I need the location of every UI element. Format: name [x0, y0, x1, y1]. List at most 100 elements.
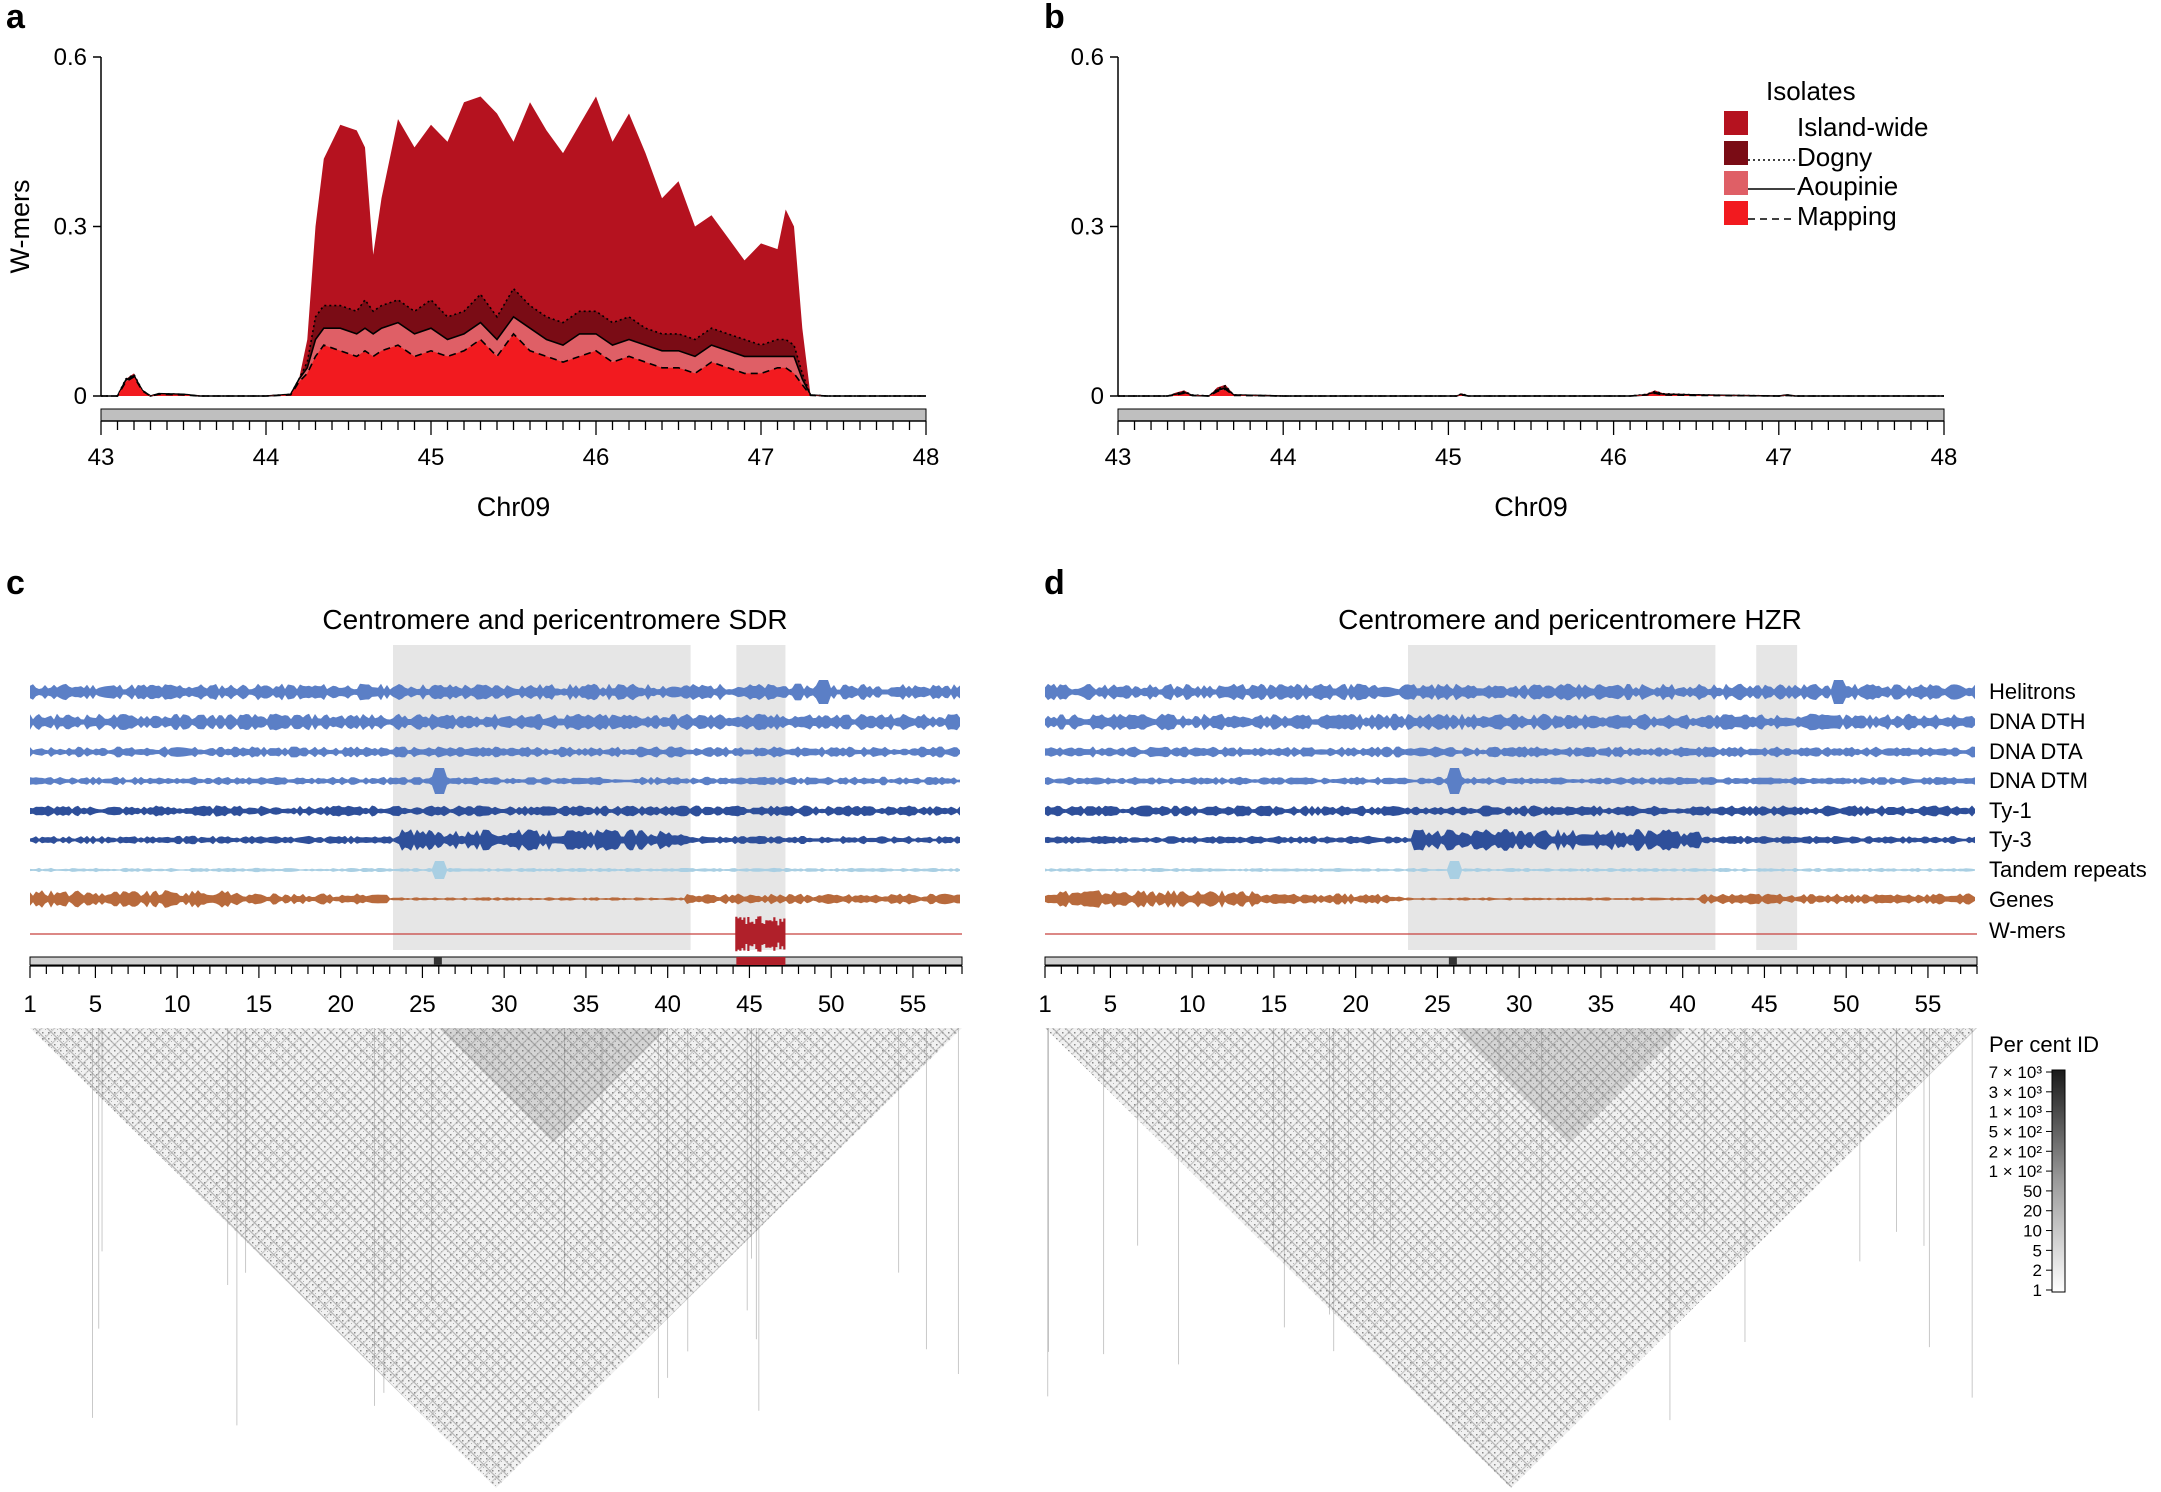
panel-label-c: c — [6, 564, 25, 602]
track-tandem-repeats — [1045, 861, 1975, 879]
track-dna-dta — [1045, 746, 1975, 758]
x-tick-label: 20 — [1342, 991, 1369, 1018]
chromosome-bar — [1044, 956, 1978, 966]
area-mapping — [101, 333, 926, 396]
chart-b: 0 0.3 0.6 43 44 45 46 47 48 Chr09 — [1071, 44, 1958, 522]
line-mapping — [101, 332, 926, 397]
y-axis-label: W-mers — [5, 180, 35, 274]
track-dna-dta — [30, 746, 960, 758]
chromosome-bar — [100, 408, 927, 422]
heatmap-cluster — [1453, 1028, 1683, 1143]
legend-swatch-mapping — [1724, 201, 1748, 225]
line-mapping — [1118, 388, 1944, 397]
panel-c-title: Centromere and pericentromere SDR — [322, 604, 787, 635]
panel-d: Centromere and pericentromere HZR 1 5 10 15… — [1038, 604, 1978, 1488]
x-tick-label: 25 — [409, 991, 436, 1018]
colorbar-tick-label: 2 × 10² — [1989, 1142, 2043, 1161]
legend-label-mapping: Mapping — [1797, 201, 1897, 231]
x-tick-label: 45 — [1751, 991, 1778, 1018]
track-label-dna-dtm: DNA DTM — [1989, 768, 2088, 793]
y-tick-label: 0.3 — [1071, 214, 1104, 241]
x-tick-label: 45 — [1435, 444, 1462, 471]
x-tick-label: 35 — [573, 991, 600, 1018]
legend-label-island-wide: Island-wide — [1797, 112, 1929, 142]
track-dna-dtm — [1045, 768, 1975, 794]
x-tick-label: 48 — [913, 444, 940, 471]
legend-swatch-island-wide — [1724, 111, 1748, 135]
x-tick-label: 50 — [818, 991, 845, 1018]
colorbar-tick-label: 20 — [2023, 1202, 2042, 1221]
x-tick-label: 46 — [583, 444, 610, 471]
y-tick-label: 0.3 — [54, 214, 87, 241]
track-genes — [1045, 890, 1975, 908]
colorbar-tick-label: 5 — [2033, 1241, 2042, 1260]
chart-a: 0 0.3 0.6 W-mers 43 44 45 46 47 48 Chr09 — [5, 44, 939, 522]
x-tick-label: 48 — [1931, 444, 1958, 471]
line-aoupinie — [101, 315, 926, 397]
y-tick-label: 0 — [1091, 383, 1104, 410]
y-tick-label: 0 — [74, 383, 87, 410]
x-tick-label: 1 — [23, 991, 36, 1018]
colorbar-tick-label: 1 — [2033, 1281, 2042, 1300]
x-tick-label: 45 — [736, 991, 763, 1018]
track-label-genes: Genes — [1989, 887, 2054, 912]
x-tick-label: 50 — [1833, 991, 1860, 1018]
legend-title: Isolates — [1766, 76, 1856, 106]
y-tick-label: 0.6 — [1071, 44, 1104, 71]
chromosome-bar — [29, 956, 963, 966]
colorbar-tick-label: 3 × 10³ — [1989, 1083, 2043, 1102]
track-label-ty3: Ty-3 — [1989, 827, 2032, 852]
x-tick-label: 47 — [748, 444, 775, 471]
x-tick-label: 10 — [1179, 991, 1206, 1018]
x-tick-label: 44 — [1270, 444, 1297, 471]
area-island-wide — [101, 96, 926, 396]
x-tick-label: 5 — [1104, 991, 1117, 1018]
colorbar-title: Per cent ID — [1989, 1032, 2099, 1057]
w-mers-bar-marker — [736, 957, 786, 965]
legend-label-aoupinie: Aoupinie — [1797, 171, 1898, 201]
x-tick-label: 35 — [1588, 991, 1615, 1018]
track-dna-dth — [1045, 713, 1975, 731]
colorbar-tick-label: 7 × 10³ — [1989, 1063, 2043, 1082]
x-tick-label: 15 — [1261, 991, 1288, 1018]
track-ty3 — [1045, 829, 1975, 851]
colorbar-tick-label: 1 × 10³ — [1989, 1103, 2043, 1122]
track-tandem-repeats — [30, 861, 960, 879]
heatmap-diagonal-b — [30, 1028, 962, 1488]
colorbar-tick-label: 2 — [2033, 1261, 2042, 1280]
x-tick-label: 40 — [654, 991, 681, 1018]
track-genes — [30, 890, 960, 908]
colorbar-gradient — [2051, 1069, 2066, 1293]
colorbar-tick-label: 10 — [2023, 1222, 2042, 1241]
legend-swatch-dogny — [1724, 141, 1748, 165]
x-tick-label: 30 — [1506, 991, 1533, 1018]
w-mers-block — [735, 916, 786, 952]
track-labels: Helitrons DNA DTH DNA DTA DNA DTM Ty-1 T… — [1989, 679, 2147, 943]
track-label-ty1: Ty-1 — [1989, 798, 2032, 823]
x-tick-label: 47 — [1765, 444, 1792, 471]
x-tick-label: 1 — [1038, 991, 1051, 1018]
heatmap-diagonal-b — [1045, 1028, 1977, 1488]
chromosome-bar — [1117, 408, 1945, 422]
panel-label-a: a — [6, 0, 26, 36]
x-tick-label: 44 — [253, 444, 280, 471]
panel-c: Centromere and pericentromere SDR 1 5 10 15… — [23, 604, 963, 1488]
track-label-tandem-repeats: Tandem repeats — [1989, 857, 2147, 882]
line-aoupinie — [1118, 387, 1944, 397]
x-tick-label: 40 — [1669, 991, 1696, 1018]
x-tick-label: 25 — [1424, 991, 1451, 1018]
x-tick-label: 30 — [491, 991, 518, 1018]
heatmap-cluster — [438, 1028, 668, 1143]
track-ty1 — [30, 805, 960, 817]
legend-swatch-aoupinie — [1724, 171, 1748, 195]
track-label-w-mers: W-mers — [1989, 918, 2066, 943]
legend: Isolates Island-wide Dogny Aoupinie Mapp… — [1724, 76, 1929, 231]
x-tick-label: 55 — [900, 991, 927, 1018]
track-dna-dtm — [30, 768, 960, 794]
track-ty1 — [1045, 805, 1975, 817]
track-helitrons — [1045, 680, 1975, 704]
x-axis-label: Chr09 — [1494, 492, 1568, 522]
